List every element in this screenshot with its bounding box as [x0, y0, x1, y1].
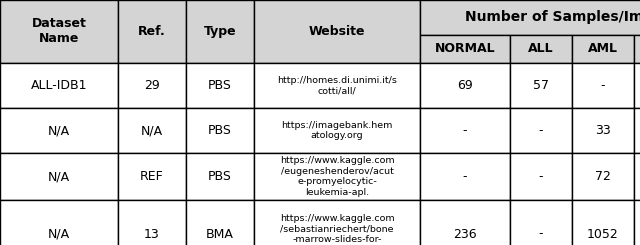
Bar: [510, 63, 572, 108]
Bar: [118, 63, 186, 108]
Text: -: -: [539, 228, 543, 241]
Text: PBS: PBS: [208, 79, 232, 92]
Bar: [254, 153, 420, 200]
Text: 57: 57: [533, 79, 549, 92]
Bar: [634, 63, 640, 108]
Bar: [572, 35, 634, 63]
Bar: [420, 108, 510, 153]
Text: 69: 69: [457, 79, 473, 92]
Bar: [118, 0, 186, 63]
Bar: [634, 153, 640, 200]
Bar: [572, 63, 634, 108]
Text: https://imagebank.hem
atology.org: https://imagebank.hem atology.org: [282, 121, 393, 140]
Text: 72: 72: [595, 170, 611, 183]
Bar: [510, 108, 572, 153]
Text: ALL-IDB1: ALL-IDB1: [31, 79, 87, 92]
Bar: [510, 200, 572, 245]
Bar: [186, 200, 254, 245]
Bar: [420, 200, 510, 245]
Bar: [186, 0, 254, 63]
Text: Dataset
Name: Dataset Name: [31, 17, 86, 46]
Bar: [420, 0, 640, 35]
Bar: [254, 63, 420, 108]
Text: NORMAL: NORMAL: [435, 42, 495, 56]
Text: https://www.kaggle.com
/sebastianriechert/bone
-marrow-slides-for-
leukemia-pred: https://www.kaggle.com /sebastianriecher…: [280, 214, 394, 245]
Text: 29: 29: [144, 79, 160, 92]
Bar: [634, 200, 640, 245]
Bar: [254, 0, 420, 63]
Bar: [572, 108, 634, 153]
Bar: [572, 200, 634, 245]
Text: N/A: N/A: [48, 124, 70, 137]
Text: PBS: PBS: [208, 124, 232, 137]
Bar: [634, 35, 640, 63]
Bar: [0, 153, 118, 200]
Text: Ref.: Ref.: [138, 25, 166, 38]
Bar: [118, 108, 186, 153]
Bar: [254, 108, 420, 153]
Bar: [0, 108, 118, 153]
Bar: [634, 108, 640, 153]
Bar: [118, 153, 186, 200]
Bar: [186, 63, 254, 108]
Bar: [510, 153, 572, 200]
Text: http://homes.di.unimi.it/s
cotti/all/: http://homes.di.unimi.it/s cotti/all/: [277, 76, 397, 95]
Bar: [118, 200, 186, 245]
Bar: [510, 35, 572, 63]
Text: PBS: PBS: [208, 170, 232, 183]
Text: N/A: N/A: [48, 228, 70, 241]
Bar: [420, 63, 510, 108]
Text: -: -: [463, 124, 467, 137]
Text: 236: 236: [453, 228, 477, 241]
Text: 13: 13: [144, 228, 160, 241]
Text: N/A: N/A: [48, 170, 70, 183]
Text: -: -: [539, 124, 543, 137]
Bar: [0, 63, 118, 108]
Text: Type: Type: [204, 25, 236, 38]
Text: 1052: 1052: [587, 228, 619, 241]
Bar: [572, 153, 634, 200]
Text: -: -: [601, 79, 605, 92]
Bar: [420, 35, 510, 63]
Text: BMA: BMA: [206, 228, 234, 241]
Text: ALL: ALL: [528, 42, 554, 56]
Text: https://www.kaggle.com
/eugeneshenderov/acut
e-promyelocytic-
leukemia-apl.: https://www.kaggle.com /eugeneshenderov/…: [280, 156, 394, 196]
Text: Number of Samples/Image Fields: Number of Samples/Image Fields: [465, 11, 640, 24]
Bar: [254, 200, 420, 245]
Bar: [186, 108, 254, 153]
Text: REF: REF: [140, 170, 164, 183]
Text: 33: 33: [595, 124, 611, 137]
Text: AML: AML: [588, 42, 618, 56]
Bar: [186, 153, 254, 200]
Bar: [0, 200, 118, 245]
Bar: [420, 153, 510, 200]
Text: Website: Website: [308, 25, 365, 38]
Text: -: -: [463, 170, 467, 183]
Bar: [0, 0, 118, 63]
Text: -: -: [539, 170, 543, 183]
Text: N/A: N/A: [141, 124, 163, 137]
